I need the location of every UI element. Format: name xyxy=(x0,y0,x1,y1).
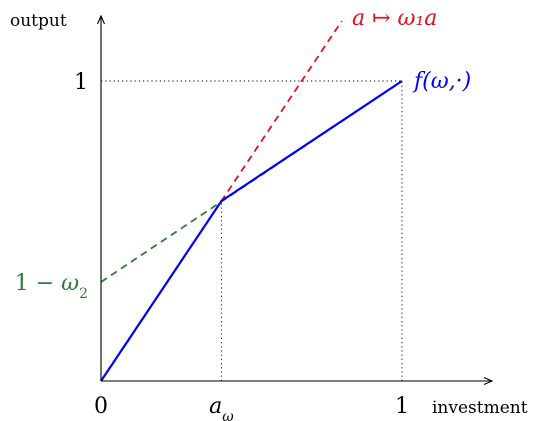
y-tick-label-1: 1 xyxy=(74,70,88,95)
x-tick-label-a-omega: aω xyxy=(209,394,234,421)
series-line-f xyxy=(100,80,403,382)
series-label-f: f(ω,·) xyxy=(412,69,471,94)
y-tick-label-one-minus-omega2: 1 − ω2 xyxy=(15,271,88,302)
guide-lines xyxy=(101,80,403,381)
y-axis-label: output xyxy=(10,11,67,31)
x-tick-label-0: 0 xyxy=(94,394,108,419)
series-label-linear: a ↦ ω₁a xyxy=(352,6,437,31)
x-axis-label: investment xyxy=(432,398,528,418)
x-tick-label-1: 1 xyxy=(395,394,409,419)
series-layer xyxy=(100,20,403,382)
